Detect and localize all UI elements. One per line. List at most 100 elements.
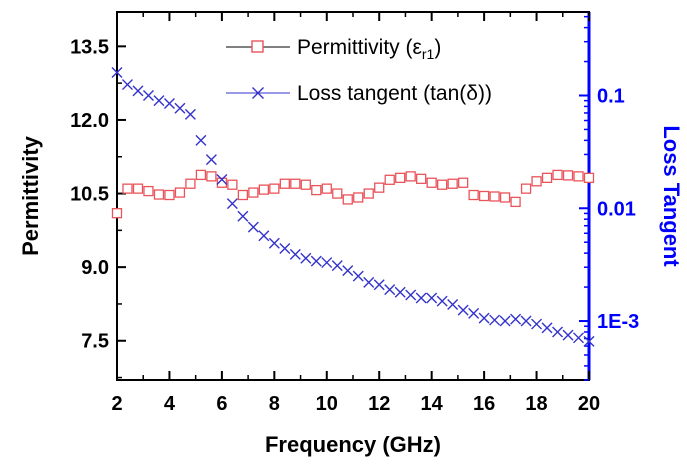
x-axis-title: Frequency (GHz) <box>265 432 441 457</box>
loss-tangent-point <box>394 286 406 298</box>
y-left-tick-label: 12.0 <box>70 110 109 132</box>
loss-tangent-point <box>562 329 574 341</box>
legend-label-permittivity-sub: r1 <box>422 46 435 62</box>
loss-tangent-point <box>457 304 469 316</box>
permittivity-point <box>132 183 144 194</box>
loss-tangent-point <box>499 315 511 327</box>
loss-tangent-point <box>195 134 207 146</box>
permittivity-point <box>332 188 343 199</box>
permittivity-point <box>311 184 322 196</box>
loss-tangent-point <box>331 260 343 272</box>
plot-area-frame <box>116 11 590 381</box>
loss-tangent-point <box>289 248 301 260</box>
permittivity-point <box>290 178 301 189</box>
permittivity-point <box>174 187 186 198</box>
loss-tangent-point <box>310 255 322 267</box>
y-left-tick-label: 7.5 <box>81 331 109 353</box>
loss-tangent-point <box>184 108 196 120</box>
loss-tangent-point <box>531 318 543 330</box>
loss-tangent-point <box>321 257 333 269</box>
y-right-tick-label: 0.1 <box>597 85 625 107</box>
permittivity-point <box>457 177 469 188</box>
permittivity-series <box>111 169 595 219</box>
permittivity-point <box>437 179 448 190</box>
legend-marker-loss-tangent <box>252 87 264 99</box>
permittivity-point <box>562 170 574 181</box>
y-right-tick-label: 0.01 <box>597 198 636 220</box>
loss-tangent-point <box>583 335 595 347</box>
permittivity-point <box>342 194 353 205</box>
permittivity-point <box>395 172 406 183</box>
loss-tangent-point <box>258 230 270 242</box>
permittivity-point <box>499 192 511 203</box>
x-tick-label: 16 <box>473 393 495 415</box>
x-tick-label: 14 <box>421 393 444 415</box>
loss-tangent-point <box>111 66 123 78</box>
permittivity-point <box>416 173 427 184</box>
loss-tangent-point <box>216 173 228 185</box>
legend-label-permittivity-close: ) <box>434 36 441 59</box>
permittivity-point <box>143 185 154 197</box>
loss-tangent-point <box>573 332 585 344</box>
loss-tangent-point <box>300 252 312 264</box>
legend-label-permittivity: Permittivity (εr1) <box>297 36 441 62</box>
loss-tangent-point <box>132 85 144 97</box>
loss-tangent-point <box>205 154 217 166</box>
permittivity-point <box>510 196 521 208</box>
loss-tangent-point <box>405 289 417 301</box>
x-axis-ticks: 2 4 6 8 10 12 14 16 18 20 <box>111 12 600 415</box>
loss-tangent-point <box>478 312 490 324</box>
legend-label-permittivity-main: Permittivity (ε <box>297 36 422 59</box>
permittivity-point <box>237 189 249 201</box>
permittivity-point <box>541 172 553 183</box>
loss-tangent-point <box>384 284 396 296</box>
y-left-tick-label: 13.5 <box>70 36 109 58</box>
loss-tangent-point <box>373 279 385 291</box>
permittivity-point <box>478 190 490 202</box>
y-left-axis-title: Permittivity <box>18 135 43 256</box>
permittivity-point <box>552 169 563 181</box>
loss-tangent-point <box>121 79 133 91</box>
permittivity-point <box>185 178 196 189</box>
loss-tangent-point <box>342 265 354 277</box>
loss-tangent-point <box>163 97 175 109</box>
permittivity-point <box>447 178 458 189</box>
permittivity-point <box>111 208 123 219</box>
permittivity-point <box>426 177 437 188</box>
permittivity-point <box>122 183 133 194</box>
y-left-axis-ticks: 7.5 9.0 10.5 12.0 13.5 <box>70 36 126 379</box>
loss-tangent-point <box>153 95 165 107</box>
permittivity-point <box>227 179 238 190</box>
y-left-tick-label: 9.0 <box>81 257 109 279</box>
x-tick-label: 12 <box>368 393 390 415</box>
loss-tangent-point <box>415 292 427 304</box>
permittivity-point <box>468 189 479 201</box>
y-right-axis-ticks: 1E-3 0.01 0.1 <box>579 15 639 381</box>
loss-tangent-point <box>447 299 459 311</box>
permittivity-point <box>363 188 374 199</box>
y-left-tick-label: 10.5 <box>70 184 109 206</box>
x-tick-label: 10 <box>316 393 338 415</box>
x-tick-label: 20 <box>578 393 600 415</box>
permittivity-point <box>206 171 217 182</box>
loss-tangent-series <box>111 66 595 347</box>
permittivity-point <box>321 183 332 194</box>
loss-tangent-point <box>489 314 501 326</box>
loss-tangent-point <box>436 295 448 307</box>
x-tick-label: 18 <box>525 393 547 415</box>
y-right-tick-label: 1E-3 <box>597 311 639 333</box>
loss-tangent-point <box>363 276 375 288</box>
loss-tangent-point <box>226 198 238 210</box>
permittivity-point <box>153 189 165 200</box>
loss-tangent-point <box>510 313 522 325</box>
loss-tangent-point <box>468 307 480 319</box>
loss-tangent-point <box>279 242 291 254</box>
legend-item-permittivity: Permittivity (εr1) <box>226 36 441 62</box>
loss-tangent-point <box>247 221 259 233</box>
x-tick-label: 8 <box>269 393 280 415</box>
loss-tangent-point <box>426 292 438 304</box>
permittivity-point <box>248 187 259 198</box>
loss-tangent-point <box>237 210 249 222</box>
legend-label-loss-tangent: Loss tangent (tan(δ)) <box>297 82 492 105</box>
